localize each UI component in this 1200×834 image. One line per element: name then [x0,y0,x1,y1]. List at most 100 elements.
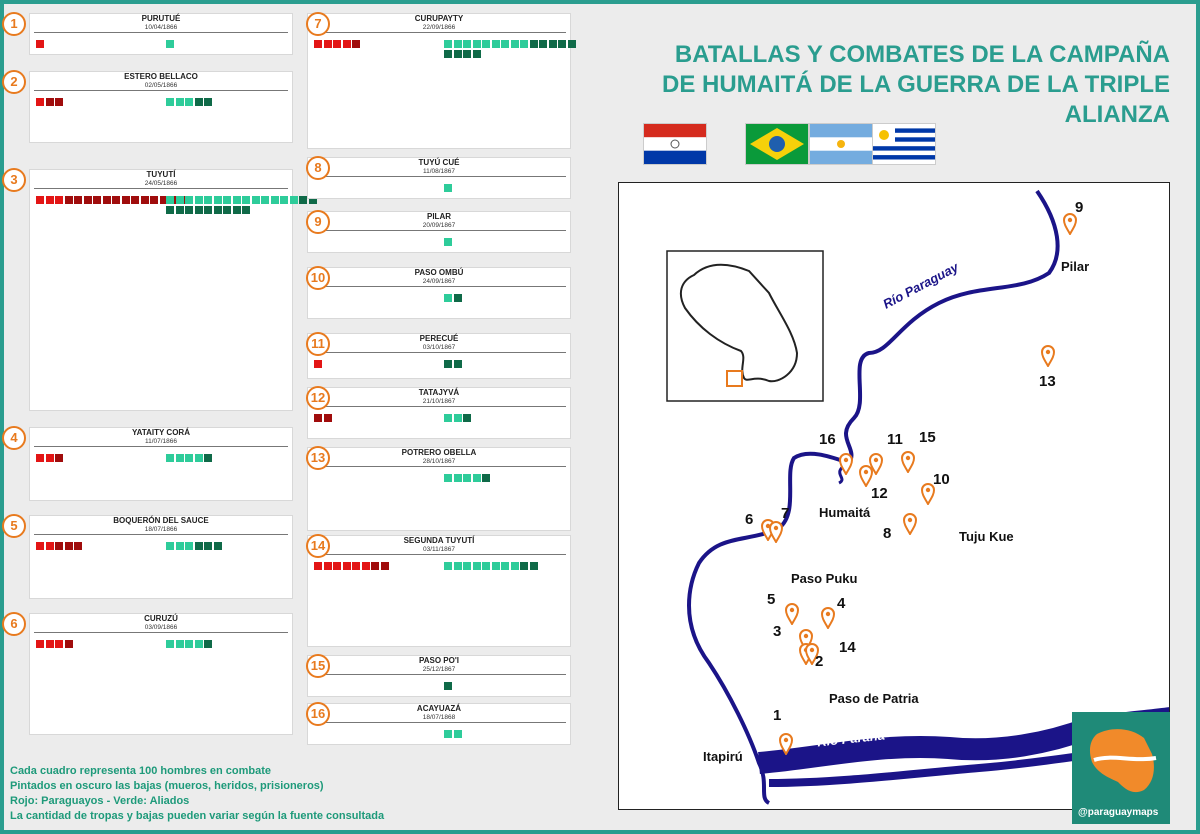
battle-number-badge: 14 [306,534,330,558]
map-pin-icon [901,451,915,473]
battle-panel: PERECUÉ 03/10/1867 [308,334,570,378]
allies-unit [251,196,260,204]
allies-troop-grid [166,98,317,106]
allies-unit [204,205,212,214]
battle-name: TUYUTÍ [146,170,176,179]
battle-date: 21/10/1867 [312,398,566,407]
panel-header: PILAR 20/09/1867 [308,212,570,231]
paraguay-unit [36,454,44,462]
allies-unit [204,454,212,462]
paraguay-unit [45,196,54,204]
battle-number-badge: 16 [306,702,330,726]
battle-number-badge: 10 [306,266,330,290]
allies-unit [194,205,203,214]
paraguay-troop-grid [36,640,168,648]
battle-name: TATAJYVÁ [418,388,460,397]
pin-number: 6 [745,511,754,528]
place-paso-puku: Paso Puku [791,571,858,586]
panel-header: SEGUNDA TUYUTÍ 03/11/1867 [308,536,570,555]
allies-unit [194,98,203,106]
battle-panel: TATAJYVÁ 21/10/1867 [308,388,570,438]
paraguay-unit [361,562,370,570]
uruguay-flag-icon [873,124,935,164]
paraguay-troop-grid [36,542,168,550]
paraguay-unit [36,542,44,550]
map-pin-icon [859,465,873,487]
allies-unit [444,414,452,422]
allies-unit [194,640,203,648]
allies-unit [510,562,519,570]
note-line: Rojo: Paraguayos - Verde: Aliados [10,795,190,807]
allies-troop-grid [444,682,557,690]
pin-number: 3 [773,623,782,640]
paraguay-unit [55,454,63,462]
allies-troop-grid [444,184,557,192]
map-pin-icon [805,643,819,665]
logo-handle: @paraguaymaps [1078,807,1159,818]
paraguay-unit [314,360,322,368]
battle-name: TUYÚ CUÉ [418,158,460,167]
battle-panel: PASO OMBÚ 24/09/1867 [308,268,570,318]
paraguay-unit [352,562,360,570]
allies-unit [482,562,490,570]
allies-unit [472,40,481,48]
paraguay-unit [121,196,130,204]
map-pin-icon [769,521,783,543]
allies-unit [194,542,203,550]
note-line: La cantidad de tropas y bajas pueden var… [10,810,385,822]
battle-number-badge: 9 [306,210,330,234]
battle-date: 28/10/1867 [312,458,566,467]
paraguay-unit [333,40,341,48]
allies-unit [453,40,462,48]
allies-troop-grid [444,294,576,302]
allies-unit [529,562,538,570]
allies-unit [501,562,509,570]
pin-number: 13 [1039,373,1056,390]
paraguay-unit [36,40,44,48]
allies-unit [166,542,174,550]
paraguay-troop-grid [36,40,130,48]
allies-unit [194,196,203,204]
allies-unit [223,205,231,214]
allies-troop-grid [444,414,576,422]
allies-unit [166,196,174,204]
battle-date: 24/09/1867 [312,278,566,287]
paraguay-unit [83,196,92,204]
paraguay-unit [55,196,63,204]
panel-header: TUYUTÍ 24/05/1866 [30,170,292,189]
allies-unit [444,238,452,246]
allies-troop-grid [166,454,317,462]
paraguay-unit [64,196,73,204]
allies-troop-grid [444,40,576,58]
panel-header: CURUZÚ 03/09/1866 [30,614,292,633]
map-pin-icon [821,607,835,629]
paraguay-unit [352,40,360,48]
battle-number-badge: 2 [2,70,26,94]
allies-unit [529,40,538,48]
paraguay-unit [314,40,322,48]
map-pin-icon [1063,213,1077,235]
paraguay-unit [323,562,332,570]
place-humaita: Humaitá [819,505,871,520]
panel-header: PERECUÉ 03/10/1867 [308,334,570,353]
allies-unit [453,414,462,422]
battle-number-badge: 1 [2,12,26,36]
allies-unit [213,205,222,214]
allies-unit [463,562,471,570]
allies-unit [463,474,471,482]
allies-troop-grid [166,542,317,550]
page-title: BATALLAS Y COMBATES DE LA CAMPAÑA DE HUM… [590,40,1170,130]
panel-header: TUYÚ CUÉ 11/08/1867 [308,158,570,177]
allies-troop-grid [444,474,576,482]
pin-number: 7 [781,505,790,522]
battle-date: 11/07/1866 [34,438,288,447]
pin-number: 9 [1075,199,1084,216]
paraguay-unit [314,562,322,570]
battle-date: 20/09/1867 [312,222,566,231]
allies-unit [175,196,184,204]
panel-header: BOQUERÓN DEL SAUCE 18/07/1866 [30,516,292,535]
panel-header: TATAJYVÁ 21/10/1867 [308,388,570,407]
allies-unit [453,49,462,58]
paraguay-troop-grid [36,196,187,204]
map-pin-icon [779,733,793,755]
